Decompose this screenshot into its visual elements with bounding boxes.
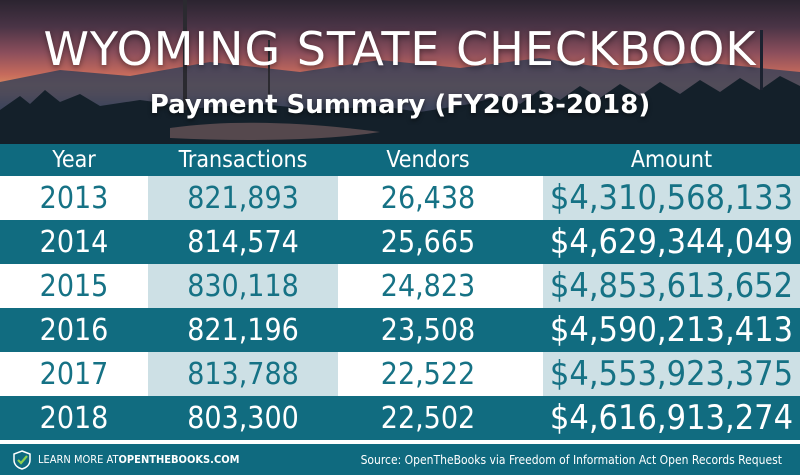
header-photo: WYOMING STATE CHECKBOOK Payment Summary …	[0, 0, 800, 148]
cell-transactions: 813,788	[148, 352, 338, 396]
learn-more-prefix: LEARN MORE AT	[38, 453, 119, 466]
cell-amount: $4,590,213,413	[549, 310, 794, 350]
cell-year: 2017	[39, 356, 109, 392]
cell-transactions: 830,118	[148, 264, 338, 308]
cell-transactions: 814,574	[187, 224, 299, 260]
cell-year: 2018	[39, 400, 109, 436]
cell-vendors: 22,522	[380, 356, 476, 392]
cell-amount: $4,616,913,274	[549, 398, 794, 438]
payment-summary-table: Year Transactions Vendors Amount 2013 82…	[0, 144, 800, 440]
check-shield-icon	[13, 449, 31, 470]
header-amount: Amount	[630, 147, 713, 173]
table-row: 2013 821,893 26,438 $4,310,568,133	[0, 176, 800, 220]
source-credit: Source: OpenTheBooks via Freedom of Info…	[360, 452, 782, 467]
table-row: 2017 813,788 22,522 $4,553,923,375	[0, 352, 800, 396]
cell-vendors: 25,665	[380, 224, 476, 260]
table-row: 2016 821,196 23,508 $4,590,213,413	[0, 308, 800, 352]
cell-year: 2014	[39, 224, 109, 260]
cell-amount: $4,629,344,049	[549, 222, 794, 262]
column-gap	[518, 352, 543, 396]
column-gap	[518, 144, 543, 176]
header-vendors: Vendors	[386, 147, 470, 173]
column-gap	[518, 308, 543, 352]
cell-amount: $4,310,568,133	[543, 176, 800, 220]
cell-amount: $4,553,923,375	[543, 352, 800, 396]
cell-vendors: 24,823	[380, 268, 476, 304]
table-row: 2014 814,574 25,665 $4,629,344,049	[0, 220, 800, 264]
column-gap	[518, 220, 543, 264]
header-year: Year	[52, 147, 96, 173]
learn-more-site: OPENTHEBOOKS.COM	[118, 453, 240, 466]
header-transactions: Transactions	[178, 147, 308, 173]
table-header-row: Year Transactions Vendors Amount	[0, 144, 800, 176]
column-gap	[518, 396, 543, 440]
column-gap	[518, 176, 543, 220]
cell-transactions: 821,893	[148, 176, 338, 220]
cell-year: 2013	[39, 180, 109, 216]
page-subtitle: Payment Summary (FY2013-2018)	[149, 90, 651, 120]
table-row: 2015 830,118 24,823 $4,853,613,652	[0, 264, 800, 308]
cell-vendors: 22,502	[380, 400, 476, 436]
cell-transactions: 803,300	[187, 400, 299, 436]
cell-vendors: 23,508	[380, 312, 476, 348]
cell-year: 2016	[39, 312, 109, 348]
cell-year: 2015	[39, 268, 109, 304]
column-gap	[518, 264, 543, 308]
footer-bar: LEARN MORE AT OPENTHEBOOKS.COM Source: O…	[0, 444, 800, 475]
page-title: WYOMING STATE CHECKBOOK	[43, 22, 757, 76]
cell-vendors: 26,438	[380, 180, 476, 216]
cell-transactions: 821,196	[187, 312, 299, 348]
openthebooks-link[interactable]: LEARN MORE AT OPENTHEBOOKS.COM	[12, 449, 240, 470]
table-row: 2018 803,300 22,502 $4,616,913,274	[0, 396, 800, 440]
landscape-illustration	[0, 0, 800, 148]
cell-amount: $4,853,613,652	[543, 264, 800, 308]
